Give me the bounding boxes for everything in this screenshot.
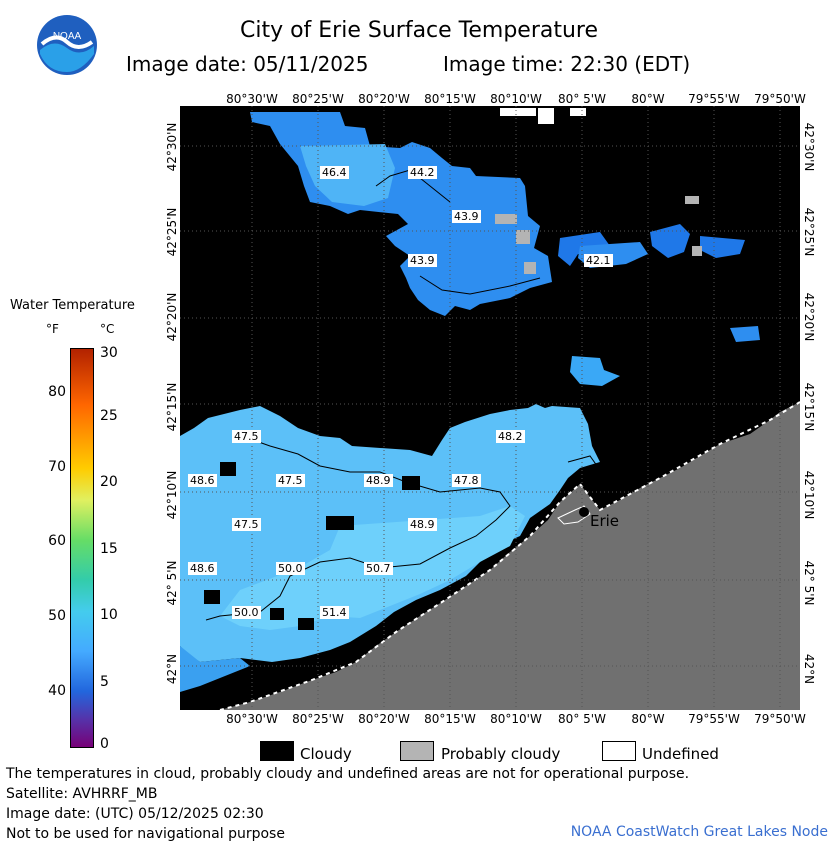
temp-label: 48.6 bbox=[188, 562, 217, 575]
image-date: Image date: 05/11/2025 bbox=[126, 52, 369, 76]
temp-label: 48.9 bbox=[364, 474, 393, 487]
water-region-north bbox=[250, 108, 760, 386]
temp-label: 43.9 bbox=[452, 210, 481, 223]
lat-label-right: 42°30'N bbox=[802, 122, 816, 172]
legend-tick-c: 20 bbox=[100, 474, 118, 490]
lon-label-top: 80°20'W bbox=[358, 92, 410, 106]
color-bar bbox=[70, 348, 94, 748]
label-probably-cloudy: Probably cloudy bbox=[441, 745, 561, 763]
legend-tick-f: 70 bbox=[48, 459, 66, 475]
lat-label-left: 42°30'N bbox=[165, 122, 179, 172]
lat-label-left: 42°15'N bbox=[165, 382, 179, 432]
legend-tick-c: 25 bbox=[100, 408, 118, 424]
temp-label: 43.9 bbox=[408, 254, 437, 267]
legend-tick-c: 15 bbox=[100, 541, 118, 557]
lon-label-top: 80°30'W bbox=[226, 92, 278, 106]
temp-label: 44.2 bbox=[408, 166, 437, 179]
temperature-map: 46.4 44.2 43.9 43.9 42.1 47.5 48.2 48.6 … bbox=[180, 106, 800, 710]
temp-label: 48.2 bbox=[496, 430, 525, 443]
legend-tick-c: 30 bbox=[100, 345, 118, 361]
lon-label-top: 80°25'W bbox=[292, 92, 344, 106]
noaa-logo: NOAA bbox=[36, 14, 98, 76]
logo-text: NOAA bbox=[53, 31, 82, 42]
navigation-warning: Not to be used for navigational purpose bbox=[6, 826, 285, 842]
lat-label-left: 42° 5'N bbox=[165, 560, 179, 606]
lon-label-top: 80°10'W bbox=[490, 92, 542, 106]
lon-label-bottom: 79°55'W bbox=[688, 712, 740, 726]
swatch-undefined bbox=[602, 741, 636, 761]
temp-label: 47.5 bbox=[276, 474, 305, 487]
lon-label-top: 80°15'W bbox=[424, 92, 476, 106]
lat-label-right: 42°20'N bbox=[802, 292, 816, 342]
image-date-utc: Image date: (UTC) 05/12/2025 02:30 bbox=[6, 806, 264, 822]
temp-label: 48.6 bbox=[188, 474, 217, 487]
temp-label: 48.9 bbox=[408, 518, 437, 531]
shoreline bbox=[219, 401, 800, 710]
temp-label: 42.1 bbox=[584, 254, 613, 267]
satellite-text: Satellite: AVHRRF_MB bbox=[6, 786, 158, 802]
lon-label-bottom: 80°25'W bbox=[292, 712, 344, 726]
swatch-cloudy bbox=[260, 741, 294, 761]
page-title: City of Erie Surface Temperature bbox=[239, 18, 599, 43]
lon-label-bottom: 80°30'W bbox=[226, 712, 278, 726]
legend-tick-c: 0 bbox=[100, 736, 109, 752]
lat-label-left: 42°N bbox=[165, 653, 179, 685]
lon-label-top: 80° 5'W bbox=[558, 92, 606, 106]
legend-tick-c: 5 bbox=[100, 674, 109, 690]
lat-label-right: 42°10'N bbox=[802, 470, 816, 520]
swatch-probably-cloudy bbox=[400, 741, 434, 761]
legend-tick-f: 40 bbox=[48, 683, 66, 699]
temp-label: 50.0 bbox=[232, 606, 261, 619]
graticule bbox=[180, 106, 800, 710]
lon-label-bottom: 79°50'W bbox=[754, 712, 806, 726]
lon-label-top: 80°W bbox=[631, 92, 665, 106]
legend-unit-f: °F bbox=[46, 322, 59, 336]
temp-label: 47.5 bbox=[232, 430, 261, 443]
temp-label: 46.4 bbox=[320, 166, 349, 179]
lat-label-right: 42°25'N bbox=[802, 207, 816, 257]
lon-label-top: 79°50'W bbox=[754, 92, 806, 106]
city-label: Erie bbox=[590, 512, 620, 530]
lat-label-left: 42°10'N bbox=[165, 470, 179, 520]
lon-label-bottom: 80°15'W bbox=[424, 712, 476, 726]
credit-link[interactable]: NOAA CoastWatch Great Lakes Node bbox=[570, 824, 828, 840]
disclaimer-text: The temperatures in cloud, probably clou… bbox=[6, 766, 690, 782]
lon-label-bottom: 80°20'W bbox=[358, 712, 410, 726]
lat-label-right: 42°15'N bbox=[802, 382, 816, 432]
legend-title: Water Temperature bbox=[10, 298, 135, 313]
temp-label: 51.4 bbox=[320, 606, 349, 619]
legend-tick-f: 80 bbox=[48, 384, 66, 400]
lon-label-bottom: 80°10'W bbox=[490, 712, 542, 726]
lat-label-left: 42°25'N bbox=[165, 207, 179, 257]
lon-label-bottom: 80°W bbox=[631, 712, 665, 726]
lat-label-right: 42° 5'N bbox=[802, 560, 816, 606]
lon-label-bottom: 80° 5'W bbox=[558, 712, 606, 726]
temp-label: 47.8 bbox=[452, 474, 481, 487]
city-marker bbox=[579, 507, 589, 517]
label-cloudy: Cloudy bbox=[300, 745, 352, 763]
legend-tick-c: 10 bbox=[100, 607, 118, 623]
label-undefined: Undefined bbox=[642, 745, 719, 763]
temp-label: 50.7 bbox=[364, 562, 393, 575]
legend-tick-f: 50 bbox=[48, 608, 66, 624]
image-time: Image time: 22:30 (EDT) bbox=[443, 52, 691, 76]
land-pennsylvania bbox=[220, 402, 800, 710]
temp-label: 47.5 bbox=[232, 518, 261, 531]
temp-label: 50.0 bbox=[276, 562, 305, 575]
legend-tick-f: 60 bbox=[48, 533, 66, 549]
lon-label-top: 79°55'W bbox=[688, 92, 740, 106]
lat-label-left: 42°20'N bbox=[165, 292, 179, 342]
lat-label-right: 42°N bbox=[802, 653, 816, 685]
legend-unit-c: °C bbox=[100, 322, 115, 336]
